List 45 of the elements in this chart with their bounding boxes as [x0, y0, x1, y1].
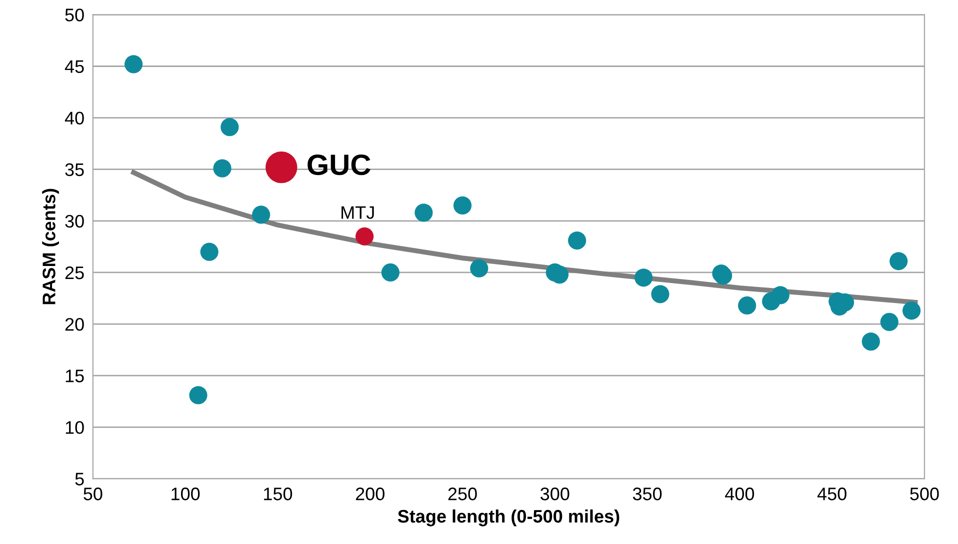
point — [902, 302, 921, 320]
x-tick-label: 50 — [84, 488, 102, 500]
x-tick-label: 400 — [725, 488, 754, 500]
point — [771, 286, 790, 304]
annotation: GUC — [308, 154, 370, 176]
point — [453, 196, 472, 215]
point — [189, 386, 208, 404]
point — [266, 151, 298, 184]
x-tick-label: 300 — [540, 488, 570, 500]
point — [220, 118, 239, 136]
x-axis-title: Stage length (0-500 miles) — [398, 509, 620, 526]
point — [252, 206, 270, 224]
x-tick-label: 250 — [448, 488, 477, 500]
y-axis-title: RASM (cents) — [42, 188, 59, 304]
x-tick-label: 150 — [264, 488, 292, 500]
point — [568, 231, 586, 250]
point — [862, 332, 880, 351]
x-tick-label: 200 — [356, 488, 384, 500]
point — [651, 285, 670, 304]
point — [414, 204, 433, 222]
y-tick-label: 20 — [65, 318, 84, 331]
annotation: MTJ — [342, 206, 374, 219]
y-tick-label: 35 — [65, 163, 84, 176]
y-tick-label: 40 — [64, 112, 84, 125]
y-tick-label: 5 — [75, 472, 84, 486]
y-tick-label: 45 — [64, 60, 84, 73]
point — [213, 159, 232, 178]
point — [356, 227, 374, 246]
x-tick-label: 100 — [172, 488, 200, 500]
y-tick-label: 25 — [65, 266, 84, 280]
point — [381, 263, 400, 282]
x-tick-label: 500 — [910, 488, 939, 500]
x-tick-label: 450 — [817, 488, 846, 500]
point — [124, 55, 143, 74]
point — [890, 252, 908, 270]
point — [200, 242, 218, 261]
point — [738, 296, 756, 315]
y-tick-label: 10 — [66, 421, 84, 434]
y-tick-label: 50 — [65, 8, 84, 22]
x-tick-label: 350 — [632, 488, 662, 500]
y-tick-label: 15 — [66, 370, 84, 382]
y-tick-label: 30 — [65, 214, 84, 228]
point — [634, 268, 653, 287]
point — [470, 259, 488, 278]
point — [880, 312, 898, 332]
